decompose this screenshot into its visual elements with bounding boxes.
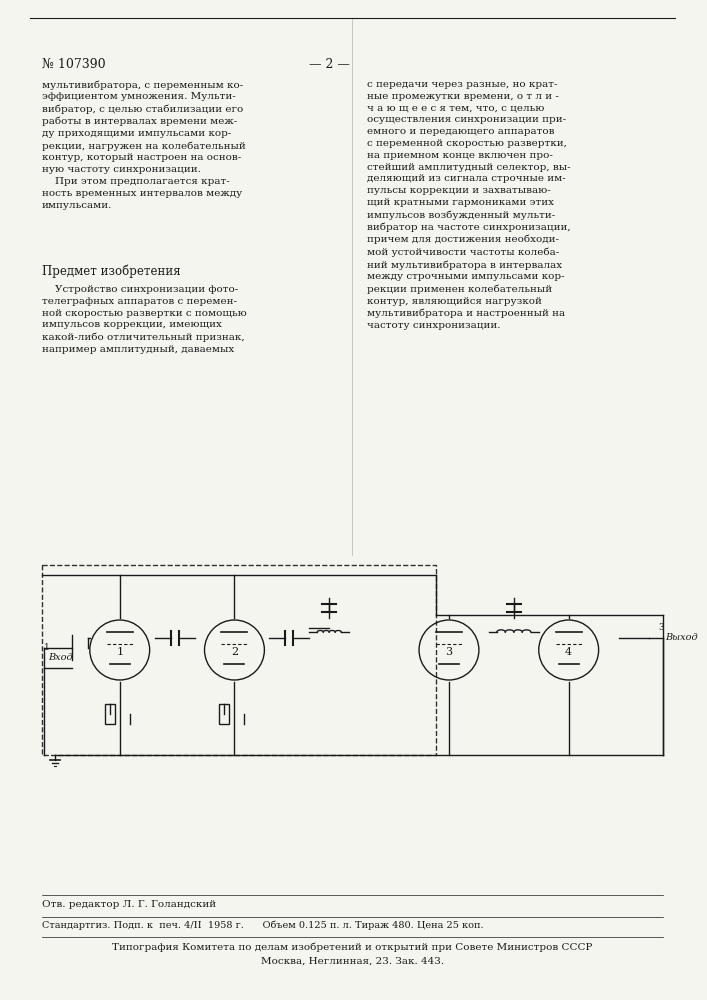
Bar bbox=[219, 704, 230, 724]
Bar bbox=[105, 704, 115, 724]
Text: Устройство синхронизации фото-
телеграфных аппаратов с перемен-
ной скоростью ра: Устройство синхронизации фото- телеграфн… bbox=[42, 285, 247, 354]
Text: 3: 3 bbox=[658, 622, 664, 632]
Text: 1: 1 bbox=[44, 644, 49, 652]
Text: 4: 4 bbox=[565, 647, 572, 657]
Text: Выход: Выход bbox=[665, 634, 698, 643]
Text: Отв. редактор Л. Г. Голандский: Отв. редактор Л. Г. Голандский bbox=[42, 900, 216, 909]
Text: мультивибратора, с переменным ко-
эффициентом умножения. Мульти-
вибратор, с цел: мультивибратора, с переменным ко- эффици… bbox=[42, 80, 245, 210]
Text: Москва, Неглинная, 23. Зак. 443.: Москва, Неглинная, 23. Зак. 443. bbox=[261, 957, 444, 966]
Text: 2: 2 bbox=[231, 647, 238, 657]
Text: Вход: Вход bbox=[48, 654, 73, 662]
Bar bbox=[42, 565, 436, 755]
Text: № 107390: № 107390 bbox=[42, 58, 105, 71]
Text: Типография Комитета по делам изобретений и открытий при Совете Министров СССР: Типография Комитета по делам изобретений… bbox=[112, 942, 592, 952]
Text: 3: 3 bbox=[445, 647, 452, 657]
Text: 1: 1 bbox=[116, 647, 123, 657]
Text: — 2 —: — 2 — bbox=[309, 58, 350, 71]
Text: Предмет изобретения: Предмет изобретения bbox=[42, 265, 180, 278]
Text: с передачи через разные, но крат-
ные промежутки времени, о т л и -
ч а ю щ е е : с передачи через разные, но крат- ные пр… bbox=[367, 80, 571, 330]
Text: Стандартгиз. Подп. к  печ. 4/II  1958 г.      Объем 0.125 п. л. Тираж 480. Цена : Стандартгиз. Подп. к печ. 4/II 1958 г. О… bbox=[42, 920, 484, 930]
